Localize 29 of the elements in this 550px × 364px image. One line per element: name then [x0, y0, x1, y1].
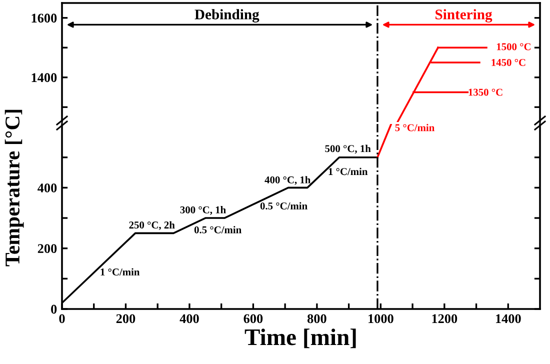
annotation: 1350 °C [468, 88, 502, 96]
annotation: 1450 °C [492, 58, 526, 66]
x-tick-label: 0 [59, 314, 65, 324]
annotation: Sintering [436, 9, 492, 22]
y-tick-label: 1600 [32, 14, 57, 23]
annotation: 400 °C, 1h [264, 176, 311, 185]
y-axis-title: Temperature [°C] [4, 110, 24, 266]
y-tick-label: 200 [38, 244, 57, 254]
y-tick-label: 0 [51, 304, 57, 314]
annotation: 1500 °C [496, 43, 530, 50]
x-tick-label: 200 [116, 314, 136, 324]
x-tick-label: 400 [180, 314, 199, 324]
x-tick-label: 800 [307, 314, 326, 324]
annotation: Debinding [194, 9, 260, 22]
annotation: 0.5 °C/min [194, 226, 242, 234]
x-tick-label: 1200 [432, 314, 458, 324]
annotation: 5 °C/min [395, 124, 434, 132]
annotation: 1 °C/min [100, 268, 140, 276]
annotation: 1 °C/min [328, 168, 368, 176]
x-tick-label: 1000 [368, 314, 394, 324]
x-axis-title: Time [min] [244, 328, 356, 348]
x-tick-label: 1400 [496, 314, 521, 324]
annotation: 300 °C, 1h [180, 206, 226, 215]
annotation: 0.5 °C/min [260, 202, 308, 210]
annotation: 500 °C, 1h [325, 144, 371, 154]
annotation: 250 °C, 2h [129, 221, 175, 230]
x-tick-label: 600 [244, 314, 263, 324]
y-tick-label: 400 [38, 183, 57, 192]
y-tick-label: 1400 [32, 73, 57, 82]
